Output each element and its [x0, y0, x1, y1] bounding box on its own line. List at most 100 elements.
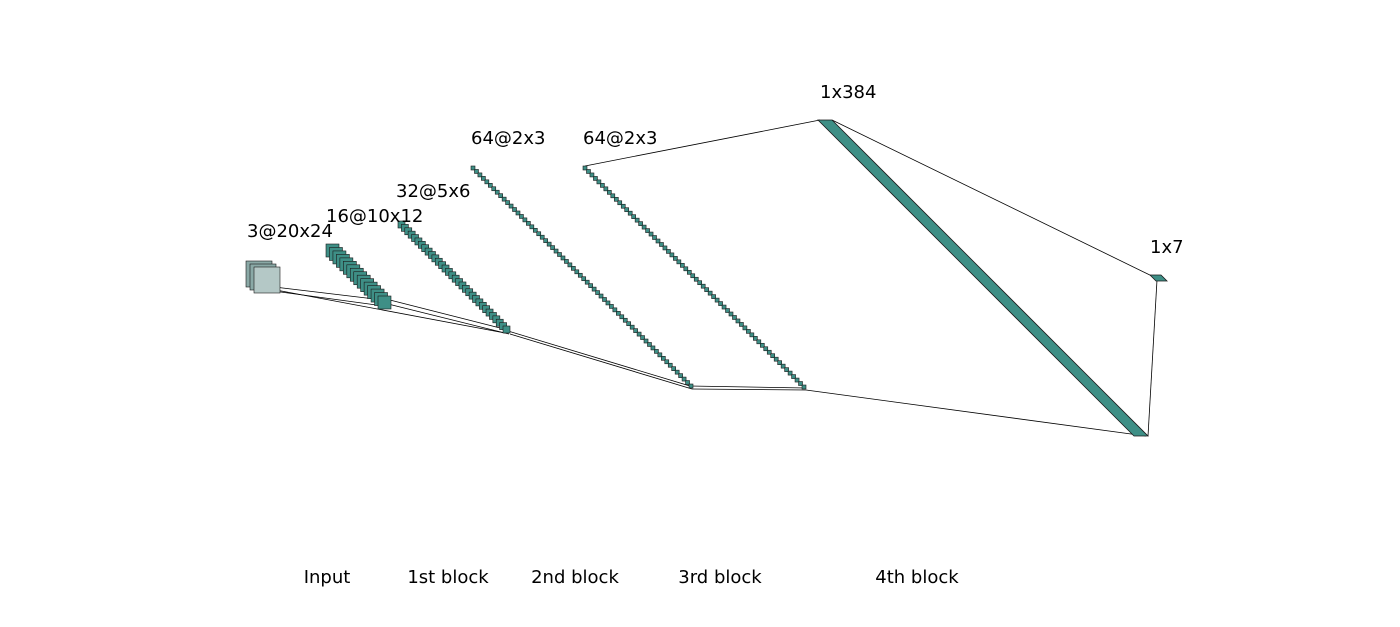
feature-map: [600, 183, 605, 188]
output-bar: [1149, 274, 1168, 282]
feature-map: [564, 259, 569, 264]
feature-map: [603, 186, 609, 192]
output-vector: [1149, 274, 1168, 282]
feature-map: [753, 336, 758, 341]
feature-map: [732, 315, 737, 320]
feature-map: [539, 234, 545, 240]
feature-map: [791, 374, 796, 379]
feature-map: [622, 317, 628, 323]
feature-map: [620, 203, 626, 209]
feature-map: [612, 307, 618, 313]
connector-line: [265, 289, 385, 307]
feature-map: [794, 377, 800, 383]
feature-map: [784, 367, 789, 372]
feature-map: [634, 217, 640, 223]
feature-map: [602, 297, 607, 302]
layer-label-conv4: 64@2x3: [583, 128, 657, 149]
feature-map: [491, 186, 497, 192]
feature-map: [662, 245, 668, 251]
feature-map: [543, 238, 548, 243]
feature-map: [532, 227, 538, 233]
feature-map: [522, 217, 528, 223]
feature-map: [571, 266, 576, 271]
feature-map: [766, 349, 772, 355]
fc1-bar: [817, 119, 1149, 437]
feature-map: [477, 172, 483, 178]
feature-map: [688, 383, 694, 389]
feature-map: [613, 196, 619, 202]
feature-map: [700, 283, 706, 289]
feature-map: [773, 356, 779, 362]
connector-line: [831, 119, 1157, 279]
connector-line: [509, 333, 693, 390]
feature-map: [671, 366, 677, 372]
connector-line: [1147, 279, 1158, 437]
connector-line: [691, 388, 807, 391]
block-label-4th: 4th block: [875, 567, 959, 588]
feature-map: [550, 245, 555, 250]
feature-map: [798, 381, 803, 386]
feature-map: [728, 311, 734, 317]
feature-map: [735, 318, 741, 324]
feature-map: [638, 221, 643, 226]
feature-map: [484, 179, 490, 185]
feature-map: [770, 353, 776, 359]
feature-map: [693, 276, 699, 282]
feature-map: [253, 266, 281, 294]
feature-map: [756, 339, 762, 345]
feature-map: [652, 235, 657, 240]
connector-line: [689, 385, 807, 389]
connector-line: [381, 297, 509, 331]
feature-map: [560, 255, 566, 261]
feature-map: [673, 256, 678, 261]
feature-map: [546, 241, 552, 247]
conv2-stack: [397, 220, 511, 334]
feature-map: [577, 272, 583, 278]
feature-map: [626, 321, 632, 327]
feature-map: [501, 196, 507, 202]
feature-map: [589, 172, 595, 178]
feature-map: [746, 329, 751, 334]
feature-map: [557, 252, 562, 257]
block-label-input: Input: [304, 567, 351, 588]
feature-map: [508, 203, 514, 209]
feature-map: [494, 189, 500, 195]
feature-map: [605, 300, 611, 306]
block-label-3rd: 3rd block: [678, 567, 762, 588]
feature-map: [617, 200, 623, 206]
feature-map: [529, 224, 535, 230]
feature-map: [574, 269, 580, 275]
layer-label-output: 1x7: [1150, 237, 1184, 258]
feature-map: [666, 249, 671, 254]
feature-map: [470, 165, 476, 171]
feature-map: [667, 362, 673, 368]
feature-map: [631, 214, 636, 219]
layer-label-conv3: 64@2x3: [471, 128, 545, 149]
feature-map: [678, 373, 683, 378]
feature-map: [674, 369, 680, 375]
feature-map: [643, 338, 649, 344]
feature-map: [650, 345, 656, 351]
feature-map: [641, 224, 647, 230]
feature-map: [616, 311, 621, 316]
connector-line: [805, 389, 1147, 437]
feature-map: [640, 335, 645, 340]
feature-map: [697, 280, 703, 286]
feature-map: [711, 294, 716, 299]
feature-map: [593, 176, 598, 181]
feature-map: [581, 276, 587, 282]
feature-map: [721, 304, 727, 310]
feature-map: [714, 297, 720, 303]
layer-label-fc1: 1x384: [820, 82, 876, 103]
feature-map: [609, 304, 614, 309]
feature-map: [725, 308, 730, 313]
feature-map: [707, 290, 713, 296]
feature-map: [690, 273, 696, 279]
feature-map: [654, 349, 659, 354]
layer-label-conv2: 32@5x6: [396, 181, 470, 202]
feature-map: [704, 287, 709, 292]
feature-map: [648, 231, 654, 237]
feature-map: [512, 207, 517, 212]
